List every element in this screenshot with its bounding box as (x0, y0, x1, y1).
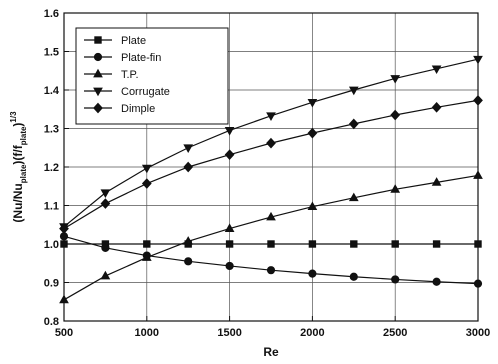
x-axis-ticks: 500 1000 1500 2000 2500 3000 (55, 316, 490, 339)
y-tick-label: 1.1 (44, 201, 59, 213)
x-tick-label: 2500 (383, 327, 407, 339)
data-point-plate (225, 240, 234, 248)
y-axis-ticks: 0.8 0.9 1.0 1.1 1.2 1.3 1.4 1.5 1.6 (44, 8, 69, 328)
data-point-t-p (59, 294, 69, 304)
data-point-dimple (100, 198, 111, 209)
y-tick-label: 1.3 (44, 124, 59, 136)
legend-marker-dimple (93, 102, 103, 114)
y-axis-label-sup: 1/3 (9, 111, 18, 123)
series-t-p (59, 170, 483, 304)
data-point-t-p (224, 223, 235, 232)
data-point-plate (60, 240, 68, 248)
data-point-corrugate (307, 98, 318, 108)
data-point-plate (143, 240, 151, 248)
data-point-dimple (183, 161, 194, 173)
data-point-plate-fin (349, 272, 358, 281)
data-point-t-p (348, 192, 359, 202)
y-tick-label: 1.6 (44, 8, 59, 20)
data-point-plate-fin (391, 275, 400, 284)
y-axis-label-mid: )(f/f (11, 144, 25, 164)
data-point-corrugate (390, 75, 401, 84)
legend-marker-t-p (93, 68, 103, 78)
data-point-corrugate (183, 144, 194, 153)
series-layer (59, 55, 483, 304)
data-point-plate-fin (266, 266, 276, 275)
legend-item-corrugate: Corrugate (84, 86, 170, 98)
y-axis-label-end: ) (11, 123, 25, 127)
legend-marker-plate-fin (93, 52, 103, 62)
y-axis-label-sub2: plate (19, 126, 28, 145)
data-point-dimple (59, 223, 69, 234)
series-corrugate (59, 55, 483, 232)
data-point-dimple (390, 109, 401, 121)
data-point-dimple (307, 127, 318, 139)
y-axis-label-sub1: plate (19, 164, 28, 183)
data-point-t-p (100, 270, 111, 280)
series-plate (60, 240, 482, 248)
y-tick-label: 0.8 (44, 316, 59, 328)
legend-item-plate: Plate (84, 35, 146, 47)
data-point-dimple (348, 118, 359, 130)
data-point-corrugate (348, 86, 359, 96)
legend-label-plate: Plate (121, 35, 146, 47)
x-axis-label: Re (263, 345, 279, 359)
data-point-dimple (266, 137, 276, 149)
data-point-t-p (266, 211, 276, 221)
data-point-plate (432, 240, 441, 248)
data-point-plate-fin (101, 243, 110, 252)
data-point-t-p (183, 236, 194, 245)
data-point-plate (267, 240, 275, 248)
data-point-plate (350, 240, 358, 248)
data-point-plate-fin (308, 269, 317, 278)
data-point-corrugate (224, 127, 235, 136)
legend-item-dimple: Dimple (84, 102, 155, 115)
data-point-t-p (390, 184, 401, 193)
y-tick-label: 1.4 (44, 85, 60, 97)
legend-items: Plate Plate-fin T.P. Corrugate Dimple (84, 35, 170, 115)
data-point-t-p (307, 201, 318, 211)
y-tick-label: 1.0 (44, 239, 59, 251)
data-point-dimple (141, 178, 152, 189)
y-axis-label: (Nu/Nuplate)(f/fplate)1/3 (9, 111, 28, 223)
y-tick-label: 1.2 (44, 162, 59, 174)
x-tick-label: 1500 (217, 327, 241, 339)
data-point-plate-fin (184, 257, 193, 266)
legend-marker-plate (94, 36, 102, 44)
legend-item-plate-fin: Plate-fin (84, 52, 161, 64)
data-point-corrugate (473, 55, 483, 65)
data-point-plate (391, 240, 399, 248)
data-point-dimple (473, 95, 483, 106)
legend-marker-corrugate (93, 87, 103, 97)
data-point-t-p (473, 170, 483, 179)
legend-label-t-p: T.P. (121, 69, 139, 81)
x-tick-label: 3000 (466, 327, 490, 339)
data-point-plate-fin (473, 279, 483, 288)
data-point-corrugate (141, 164, 152, 174)
data-point-corrugate (266, 112, 276, 122)
legend-label-corrugate: Corrugate (121, 86, 170, 98)
legend-label-plate-fin: Plate-fin (121, 52, 161, 64)
legend-item-t-p: T.P. (84, 68, 139, 81)
x-tick-label: 1000 (135, 327, 159, 339)
data-point-plate-fin (432, 277, 441, 286)
data-point-t-p (141, 252, 152, 261)
data-point-plate (308, 240, 317, 248)
data-point-corrugate (100, 189, 111, 199)
legend-label-dimple: Dimple (121, 103, 155, 115)
data-point-dimple (431, 101, 442, 113)
legend: Plate Plate-fin T.P. Corrugate Dimple (75, 27, 229, 125)
data-point-plate-fin (225, 261, 234, 271)
x-tick-label: 500 (55, 327, 73, 339)
data-point-plate (474, 240, 482, 248)
data-point-corrugate (431, 65, 442, 75)
series-plate-fin (59, 232, 483, 288)
y-axis-label-main: (Nu/Nu (11, 183, 25, 222)
data-point-dimple (224, 149, 235, 161)
y-tick-label: 1.5 (44, 47, 59, 59)
x-tick-label: 2000 (300, 327, 324, 339)
data-point-t-p (431, 177, 442, 186)
y-tick-label: 0.9 (44, 278, 59, 290)
series-dimple (59, 95, 483, 234)
